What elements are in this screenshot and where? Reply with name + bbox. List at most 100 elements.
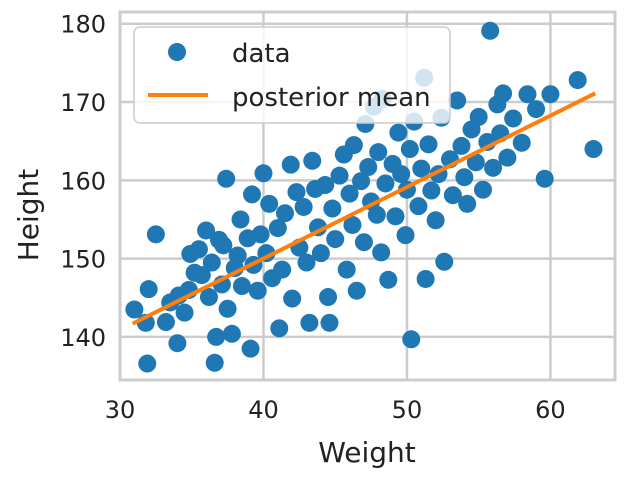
data-point	[281, 155, 300, 174]
data-point	[412, 159, 431, 178]
data-point	[347, 281, 366, 300]
data-point	[303, 151, 322, 170]
y-tick-label: 140	[60, 324, 106, 352]
data-point	[243, 185, 261, 204]
data-point	[330, 166, 349, 185]
data-point	[498, 148, 517, 167]
y-tick-label: 180	[60, 11, 106, 39]
data-point	[189, 240, 208, 259]
data-point	[139, 280, 158, 299]
data-point	[541, 85, 560, 104]
y-axis-label: Height	[12, 169, 45, 262]
data-point	[214, 236, 233, 255]
data-point	[218, 299, 237, 318]
posterior-mean-line-group	[131, 91, 597, 326]
data-point	[484, 158, 503, 177]
data-point	[273, 260, 292, 279]
data-point	[197, 221, 216, 240]
data-point	[323, 199, 342, 218]
data-point	[202, 253, 221, 272]
data-point	[138, 354, 157, 373]
plot-frame	[118, 10, 617, 382]
data-point	[337, 260, 356, 279]
data-point	[268, 219, 287, 238]
data-point	[419, 135, 438, 154]
data-point	[175, 303, 194, 322]
legend-label-posterior-mean: posterior mean	[232, 83, 431, 113]
data-point	[192, 266, 211, 285]
x-tick-label: 50	[392, 396, 423, 424]
x-tick-label: 60	[535, 396, 566, 424]
data-points	[125, 21, 603, 373]
y-tick-label: 170	[60, 89, 106, 117]
data-point	[409, 197, 428, 216]
data-point	[231, 210, 250, 229]
data-point	[455, 168, 474, 187]
data-point	[402, 330, 421, 349]
data-point	[316, 176, 335, 195]
data-point	[469, 107, 488, 126]
data-point	[287, 183, 306, 202]
data-point	[354, 233, 373, 252]
x-axis-label: Weight	[318, 436, 416, 469]
data-point	[466, 153, 485, 172]
data-point	[232, 277, 251, 296]
data-point	[344, 136, 363, 155]
data-point	[474, 180, 492, 199]
data-point	[276, 204, 294, 223]
data-point	[400, 140, 419, 159]
data-point	[241, 339, 260, 358]
data-point	[340, 184, 359, 203]
legend-label-data: data	[232, 39, 291, 69]
y-tick-label: 150	[60, 246, 106, 274]
data-point	[359, 158, 378, 177]
data-point	[443, 186, 462, 205]
data-point	[326, 230, 345, 249]
data-point	[481, 21, 500, 40]
data-point	[527, 100, 546, 119]
data-point	[422, 181, 441, 200]
data-point	[270, 319, 289, 338]
data-point	[294, 197, 313, 216]
legend: data posterior mean	[133, 26, 451, 124]
y-tick-label: 160	[60, 167, 106, 195]
data-point	[448, 91, 467, 110]
data-point	[392, 165, 411, 184]
x-tick-label: 30	[105, 396, 136, 424]
data-point	[494, 84, 513, 103]
data-point	[352, 172, 371, 191]
data-point	[251, 225, 270, 244]
data-point	[452, 136, 471, 155]
data-point	[205, 353, 224, 372]
legend-marker-data	[168, 43, 186, 61]
data-point	[146, 225, 165, 244]
data-point	[396, 226, 415, 245]
data-point	[379, 270, 398, 289]
data-point	[426, 211, 445, 230]
data-point	[568, 71, 587, 90]
data-point	[504, 109, 523, 128]
legend-box	[133, 26, 451, 124]
data-point	[254, 164, 273, 183]
data-point	[386, 207, 405, 226]
data-point	[222, 324, 241, 343]
data-point	[343, 215, 362, 234]
data-point	[369, 143, 388, 162]
data-point	[512, 133, 531, 152]
data-point	[320, 313, 339, 332]
data-point	[297, 253, 316, 272]
data-point	[319, 288, 338, 307]
data-point	[125, 300, 144, 319]
data-point	[300, 313, 319, 332]
data-point	[199, 288, 218, 307]
data-point	[260, 194, 279, 213]
data-point	[372, 243, 391, 262]
data-point	[518, 85, 537, 104]
data-point	[228, 246, 247, 265]
data-point	[207, 327, 226, 346]
data-point	[156, 313, 175, 332]
data-point	[389, 123, 408, 142]
data-point	[311, 244, 330, 263]
